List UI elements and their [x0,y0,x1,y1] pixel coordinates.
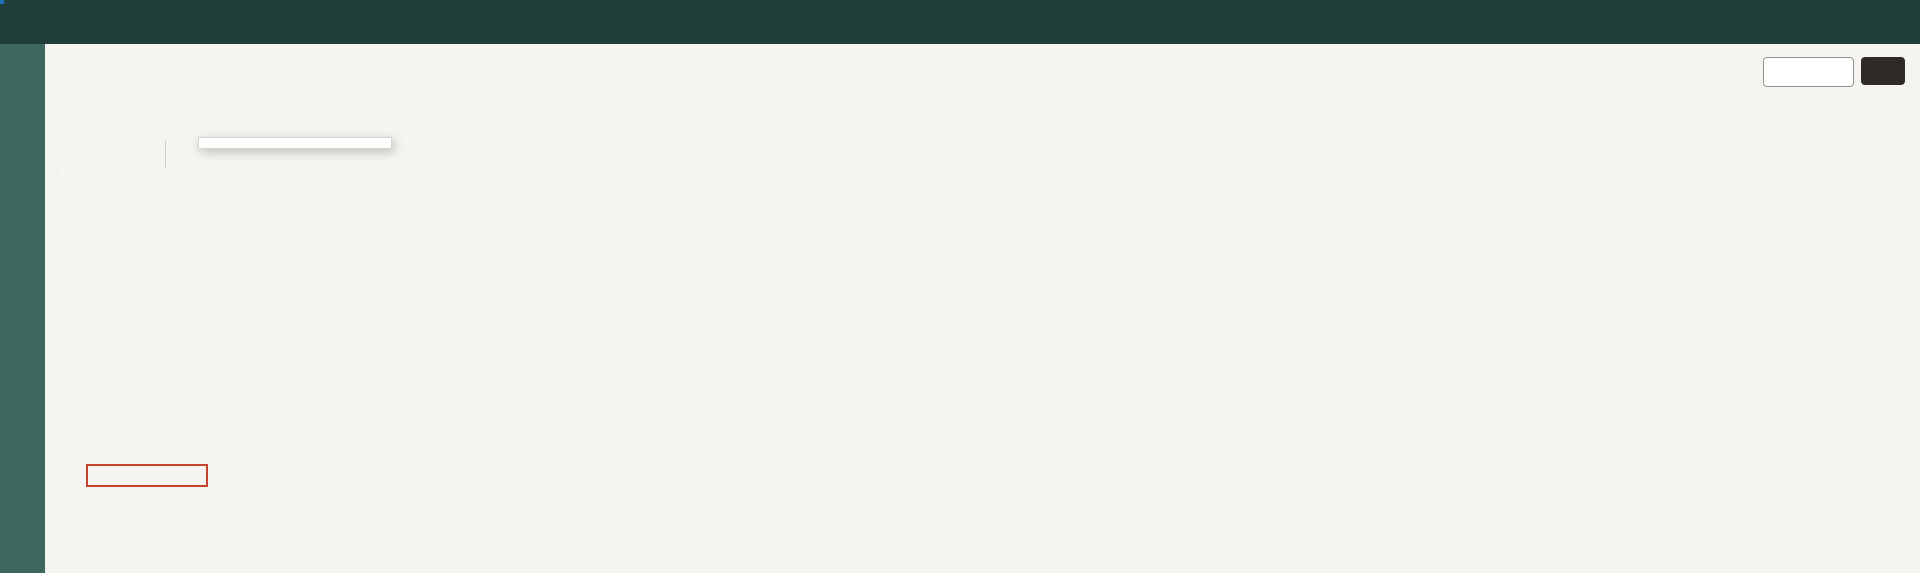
annotation-box-revenue-receipts [86,464,208,487]
context-menu [198,137,392,149]
pov-divider [165,140,166,168]
actions-button[interactable] [1763,57,1854,87]
left-sidebar [0,44,45,573]
refresh-icon[interactable] [1640,60,1664,84]
top-navbar [0,0,1920,44]
panel-expand-icon [1724,60,1748,84]
save-button[interactable] [1861,57,1905,85]
search-list-icon[interactable] [1682,60,1706,84]
forecast-grid [57,173,58,174]
info-icon[interactable] [1598,60,1622,84]
